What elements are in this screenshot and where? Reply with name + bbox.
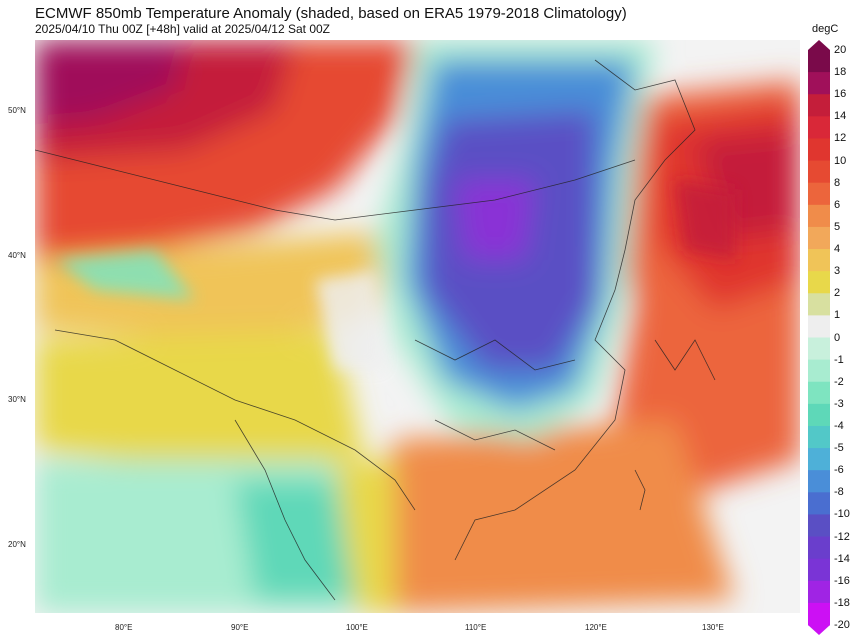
- anomaly-map: [35, 40, 800, 613]
- colorbar-swatch: [808, 337, 830, 361]
- colorbar-swatch: [808, 271, 830, 294]
- colorbar-swatch: [808, 536, 830, 560]
- colorbar-swatch: [808, 160, 830, 184]
- colorbar-tick-label: 5: [834, 220, 841, 233]
- colorbar-swatch: [808, 403, 830, 427]
- lat-label-50n: 50°N: [8, 106, 26, 115]
- colorbar-swatch: [808, 293, 830, 316]
- colorbar-tick-label: 3: [834, 265, 841, 278]
- colorbar-tick-label: -10: [834, 508, 850, 521]
- colorbar-swatch: [808, 226, 830, 250]
- colorbar-tick-label: -8: [834, 486, 844, 499]
- anomaly-field: [35, 40, 800, 613]
- colorbar-tick-label: -4: [834, 419, 844, 432]
- colorbar-tick-label: -20: [834, 619, 850, 631]
- colorbar-swatch: [808, 138, 830, 162]
- colorbar-tick-label: -2: [834, 375, 844, 388]
- colorbar-tick-label: 8: [834, 176, 841, 189]
- colorbar-tick-label: -18: [834, 596, 850, 609]
- colorbar-swatch: [808, 558, 830, 582]
- colorbar-tick-label: 1: [834, 309, 841, 322]
- lat-label-30n: 30°N: [8, 395, 26, 404]
- lon-label-110e: 110°E: [465, 623, 487, 632]
- colorbar-swatch: [808, 249, 830, 272]
- colorbar-swatch: [808, 470, 830, 493]
- map-subtitle: 2025/04/10 Thu 00Z [+48h] valid at 2025/…: [35, 22, 331, 36]
- colorbar-tick-label: 14: [834, 110, 847, 123]
- colorbar-tick-label: -6: [834, 464, 844, 477]
- colorbar-swatch: [808, 514, 830, 538]
- colorbar-swatch: [808, 580, 830, 604]
- colorbar-tick-label: -1: [834, 353, 844, 366]
- lon-label-100e: 100°E: [346, 623, 368, 632]
- lon-label-120e: 120°E: [585, 623, 607, 632]
- colorbar-tick-label: 0: [834, 331, 841, 344]
- colorbar-swatch: [808, 359, 830, 383]
- lat-label-40n: 40°N: [8, 251, 26, 260]
- colorbar-tick-label: -12: [834, 530, 850, 543]
- colorbar-swatch: [808, 116, 830, 139]
- colorbar-tick-label: -16: [834, 574, 850, 587]
- colorbar-tick-label: 20: [834, 44, 847, 56]
- colorbar-tick-label: 2: [834, 287, 841, 300]
- colorbar-tick-label: -5: [834, 442, 844, 455]
- colorbar-swatch: [808, 425, 830, 449]
- colorbar-tick-label: -14: [834, 552, 850, 565]
- colorbar-swatch: [808, 381, 830, 405]
- colorbar-swatch: [808, 182, 830, 206]
- lon-label-130e: 130°E: [702, 623, 724, 632]
- colorbar-tick-label: -3: [834, 397, 844, 410]
- colorbar-swatch: [808, 602, 830, 626]
- colorbar-tick-label: 18: [834, 66, 847, 79]
- map-title: ECMWF 850mb Temperature Anomaly (shaded,…: [35, 5, 627, 22]
- colorbar-tick-label: 10: [834, 154, 847, 167]
- colorbar: [808, 40, 830, 635]
- colorbar-swatch: [808, 315, 830, 338]
- colorbar-units: degC: [812, 23, 839, 35]
- colorbar-swatch: [808, 204, 830, 228]
- colorbar-swatch: [808, 72, 830, 95]
- colorbar-swatch: [808, 94, 830, 117]
- colorbar-tick-label: 4: [834, 243, 841, 256]
- lon-label-80e: 80°E: [115, 623, 133, 632]
- colorbar-tick-label: 6: [834, 198, 841, 211]
- lon-label-90e: 90°E: [231, 623, 249, 632]
- colorbar-tick-label: 16: [834, 88, 847, 101]
- lat-label-20n: 20°N: [8, 540, 26, 549]
- colorbar-swatch: [808, 50, 830, 73]
- colorbar-min-arrow: [808, 625, 830, 635]
- colorbar-tick-label: 12: [834, 132, 847, 145]
- colorbar-swatch: [808, 448, 830, 471]
- colorbar-swatch: [808, 492, 830, 515]
- colorbar-max-arrow: [808, 40, 830, 50]
